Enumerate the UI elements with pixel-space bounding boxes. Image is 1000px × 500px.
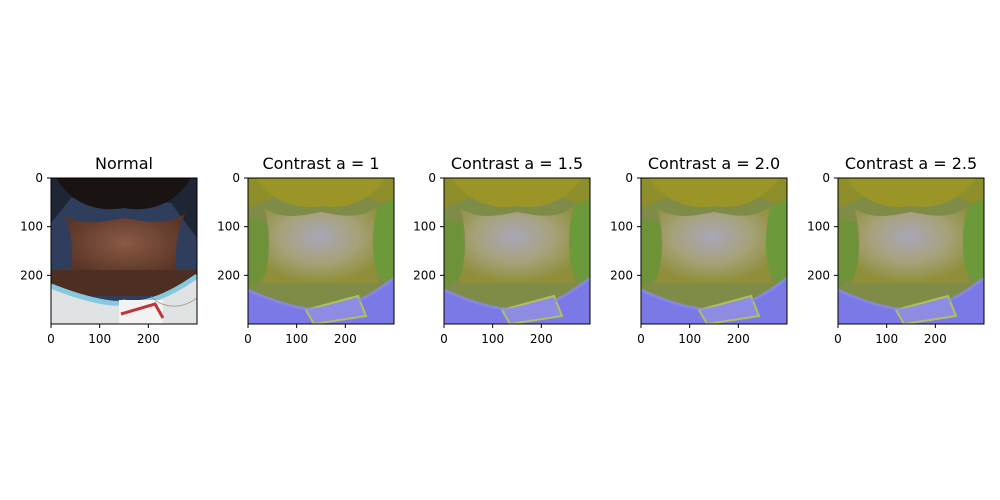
- panel-5: Contrast a = 2.5 0 100 200 0 100 200: [807, 154, 985, 346]
- x-tick-label: 200: [530, 332, 553, 346]
- x-tick-label: 100: [285, 332, 308, 346]
- y-tick-label: 0: [822, 171, 830, 185]
- panel-2: Contrast a = 1 0 100 200 0 100 200: [217, 154, 395, 346]
- image: [51, 178, 197, 324]
- axes-frame: [443, 177, 591, 325]
- panel-title: Contrast a = 1: [262, 154, 379, 173]
- x-tick-label: 100: [678, 332, 701, 346]
- y-tick-label: 200: [217, 268, 240, 282]
- panel-title: Normal: [95, 154, 153, 173]
- panel-3: Contrast a = 1.5 0 100 200 0 100 200: [413, 154, 591, 346]
- image: [444, 178, 590, 324]
- x-tick-label: 0: [637, 332, 645, 346]
- y-tick-label: 0: [625, 171, 633, 185]
- x-tick-label: 0: [834, 332, 842, 346]
- y-tick-label: 200: [610, 268, 633, 282]
- axes-frame: [837, 177, 985, 325]
- y-tick-label: 0: [428, 171, 436, 185]
- y-tick-label: 100: [413, 220, 436, 234]
- x-tick-label: 0: [47, 332, 55, 346]
- x-tick-label: 100: [481, 332, 504, 346]
- y-tick-label: 200: [807, 268, 830, 282]
- x-tick-label: 0: [440, 332, 448, 346]
- y-tick-label: 200: [413, 268, 436, 282]
- x-tick-label: 0: [244, 332, 252, 346]
- panel-1: Normal 0 100 200 0 100 200: [20, 154, 198, 346]
- panel-title: Contrast a = 2.5: [845, 154, 977, 173]
- panel-4: Contrast a = 2.0 0 100 200 0 100 200: [610, 154, 788, 346]
- y-tick-label: 0: [232, 171, 240, 185]
- y-tick-label: 0: [35, 171, 43, 185]
- x-tick-label: 100: [875, 332, 898, 346]
- y-tick-label: 100: [217, 220, 240, 234]
- y-tick-label: 100: [610, 220, 633, 234]
- y-tick-label: 200: [20, 268, 43, 282]
- y-tick-label: 100: [807, 220, 830, 234]
- axes-frame: [50, 177, 198, 325]
- x-tick-label: 200: [137, 332, 160, 346]
- axes-frame: [247, 177, 395, 325]
- x-tick-label: 200: [727, 332, 750, 346]
- y-tick-label: 100: [20, 220, 43, 234]
- image: [838, 178, 984, 324]
- x-tick-label: 200: [334, 332, 357, 346]
- image: [641, 178, 787, 324]
- panel-title: Contrast a = 2.0: [648, 154, 780, 173]
- x-tick-label: 200: [924, 332, 947, 346]
- image: [248, 178, 394, 324]
- x-tick-label: 100: [88, 332, 111, 346]
- panel-title: Contrast a = 1.5: [451, 154, 583, 173]
- axes-frame: [640, 177, 788, 325]
